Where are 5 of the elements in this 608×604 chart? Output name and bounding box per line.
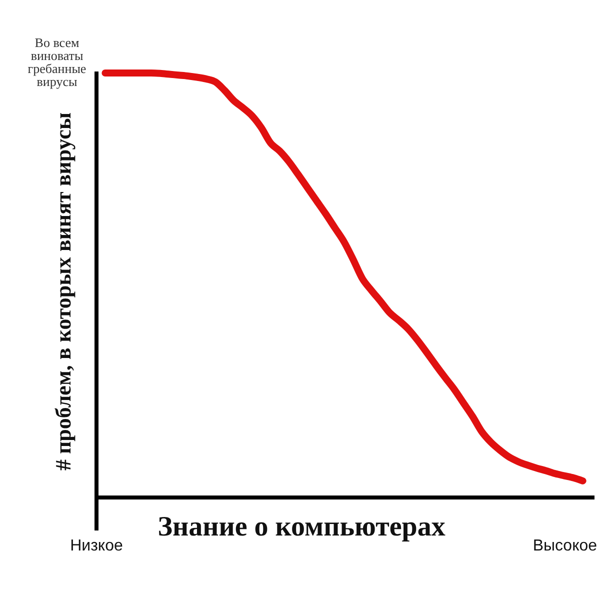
x-tick-label: Высокое xyxy=(532,538,598,554)
x-axis-title: Знание о компьютерах xyxy=(158,512,446,542)
x-tick-label: Низкое xyxy=(70,538,123,554)
text: Во всем виноваты гребанные вирусы xyxy=(28,35,86,89)
y-axis-title: # проблем, в которых винят вирусы xyxy=(50,112,76,471)
